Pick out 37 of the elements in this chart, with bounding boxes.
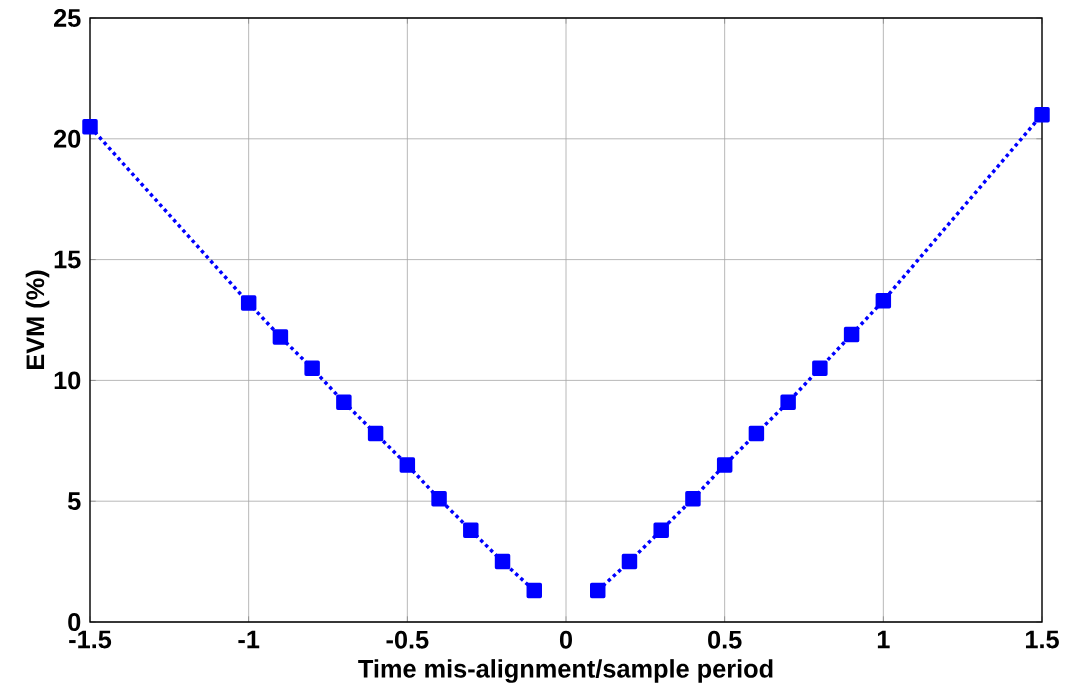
x-tick-label: 1.5 — [1025, 630, 1059, 649]
x-tick-label: 1 — [877, 630, 890, 649]
x-tick-label: 0.5 — [708, 630, 742, 649]
point — [82, 118, 98, 135]
point — [240, 295, 257, 311]
point — [463, 522, 479, 538]
point — [875, 292, 892, 309]
y-tick-label: 10 — [54, 371, 81, 390]
point — [653, 522, 669, 538]
point — [812, 360, 828, 377]
point — [399, 457, 416, 473]
y-tick-label: 5 — [67, 492, 81, 511]
point — [780, 394, 796, 410]
point — [304, 360, 320, 377]
point — [716, 457, 733, 473]
point — [494, 553, 511, 570]
point — [367, 425, 384, 442]
point — [272, 329, 289, 345]
point — [431, 491, 447, 507]
y-tick-label: 15 — [54, 250, 81, 269]
y-axis-title: EVM (%) — [25, 270, 50, 369]
y-tick-label: 20 — [53, 129, 81, 148]
point — [621, 553, 638, 570]
point — [336, 394, 352, 410]
x-axis-title: Time mis-alignment/sample period — [358, 659, 773, 683]
point — [685, 491, 701, 507]
x-tick-label: -1 — [238, 630, 260, 649]
y-tick-label: 25 — [53, 9, 81, 27]
point — [843, 326, 860, 343]
point — [748, 425, 765, 442]
y-tick-label: 0 — [68, 613, 81, 631]
x-tick-label: -0.5 — [386, 630, 429, 649]
x-tick-label: -1.5 — [69, 630, 112, 649]
point — [526, 582, 543, 599]
point — [590, 582, 606, 599]
x-tick-label: 0 — [559, 630, 573, 649]
point — [1034, 106, 1050, 123]
